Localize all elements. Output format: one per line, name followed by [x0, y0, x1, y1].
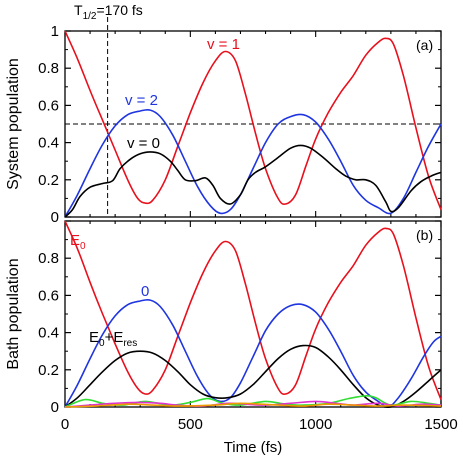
label-v0: v = 0 — [127, 135, 160, 152]
x-tick-label: 0 — [61, 416, 69, 433]
y-tick-label: 0.4 — [38, 325, 59, 342]
label-zero: 0 — [141, 283, 149, 300]
label-e0-sub: 0 — [80, 241, 86, 252]
y-tick-label: 0.4 — [38, 135, 59, 152]
label-eres-e: E — [89, 329, 99, 346]
series-line — [64, 30, 442, 210]
series-line — [64, 400, 442, 408]
panel-a-label: (a) — [416, 37, 433, 53]
panel-a-y-axis-label: System population — [5, 58, 22, 190]
panel-b-y-tick-labels: 0 0.2 0.4 0.6 0.8 — [38, 250, 59, 416]
y-tick-label: 0.8 — [38, 250, 59, 267]
series-line — [64, 144, 442, 218]
y-tick-label: 0.6 — [38, 97, 59, 114]
x-tick-label: 1500 — [424, 416, 457, 433]
label-eres-subres: res — [123, 338, 137, 349]
series-line — [64, 402, 442, 408]
t-half-t: T — [74, 2, 83, 18]
y-tick-label: 0.2 — [38, 172, 59, 189]
series-line — [64, 344, 442, 408]
y-tick-label: 1 — [51, 23, 59, 40]
label-eres-plus: +E — [105, 329, 124, 346]
panel-a-guides — [65, 17, 441, 217]
label-e0: E0 — [70, 232, 86, 252]
label-v1: v = 1 — [207, 36, 240, 53]
panel-b-y-axis-label: Bath population — [5, 258, 22, 369]
label-e0-main: E — [70, 232, 80, 249]
y-tick-label: 0 — [51, 209, 59, 226]
label-v2: v = 2 — [125, 92, 158, 109]
panel-b: 0 0.2 0.4 0.6 0.8 0 500 1000 1500 Bath populati… — [5, 220, 458, 456]
y-tick-label: 0.2 — [38, 362, 59, 379]
label-eres-sub0: 0 — [99, 338, 105, 349]
panel-a: 0 0.2 0.4 0.6 0.8 1 System population (a) v =… — [5, 17, 442, 226]
x-tick-label: 1000 — [299, 416, 332, 433]
panel-a-ticks — [64, 30, 442, 218]
panel-a-y-tick-labels: 0 0.2 0.4 0.6 0.8 1 — [38, 23, 59, 226]
t-half-value: =170 fs — [96, 2, 142, 18]
t-half-sub: 1/2 — [83, 11, 97, 22]
y-tick-label: 0 — [51, 399, 59, 416]
panel-a-series — [64, 30, 442, 218]
panel-b-x-axis-label: Time (fs) — [224, 439, 283, 456]
y-tick-label: 0.6 — [38, 287, 59, 304]
y-tick-label: 0.8 — [38, 60, 59, 77]
panel-b-series — [64, 220, 442, 408]
t-half-label: T1/2=170 fs — [74, 2, 143, 22]
x-tick-label: 500 — [178, 416, 203, 433]
panel-b-x-tick-labels: 0 500 1000 1500 — [61, 416, 458, 433]
label-e0-eres: E0+Eres — [89, 329, 137, 349]
series-line — [64, 220, 442, 400]
panel-b-label: (b) — [416, 227, 433, 243]
